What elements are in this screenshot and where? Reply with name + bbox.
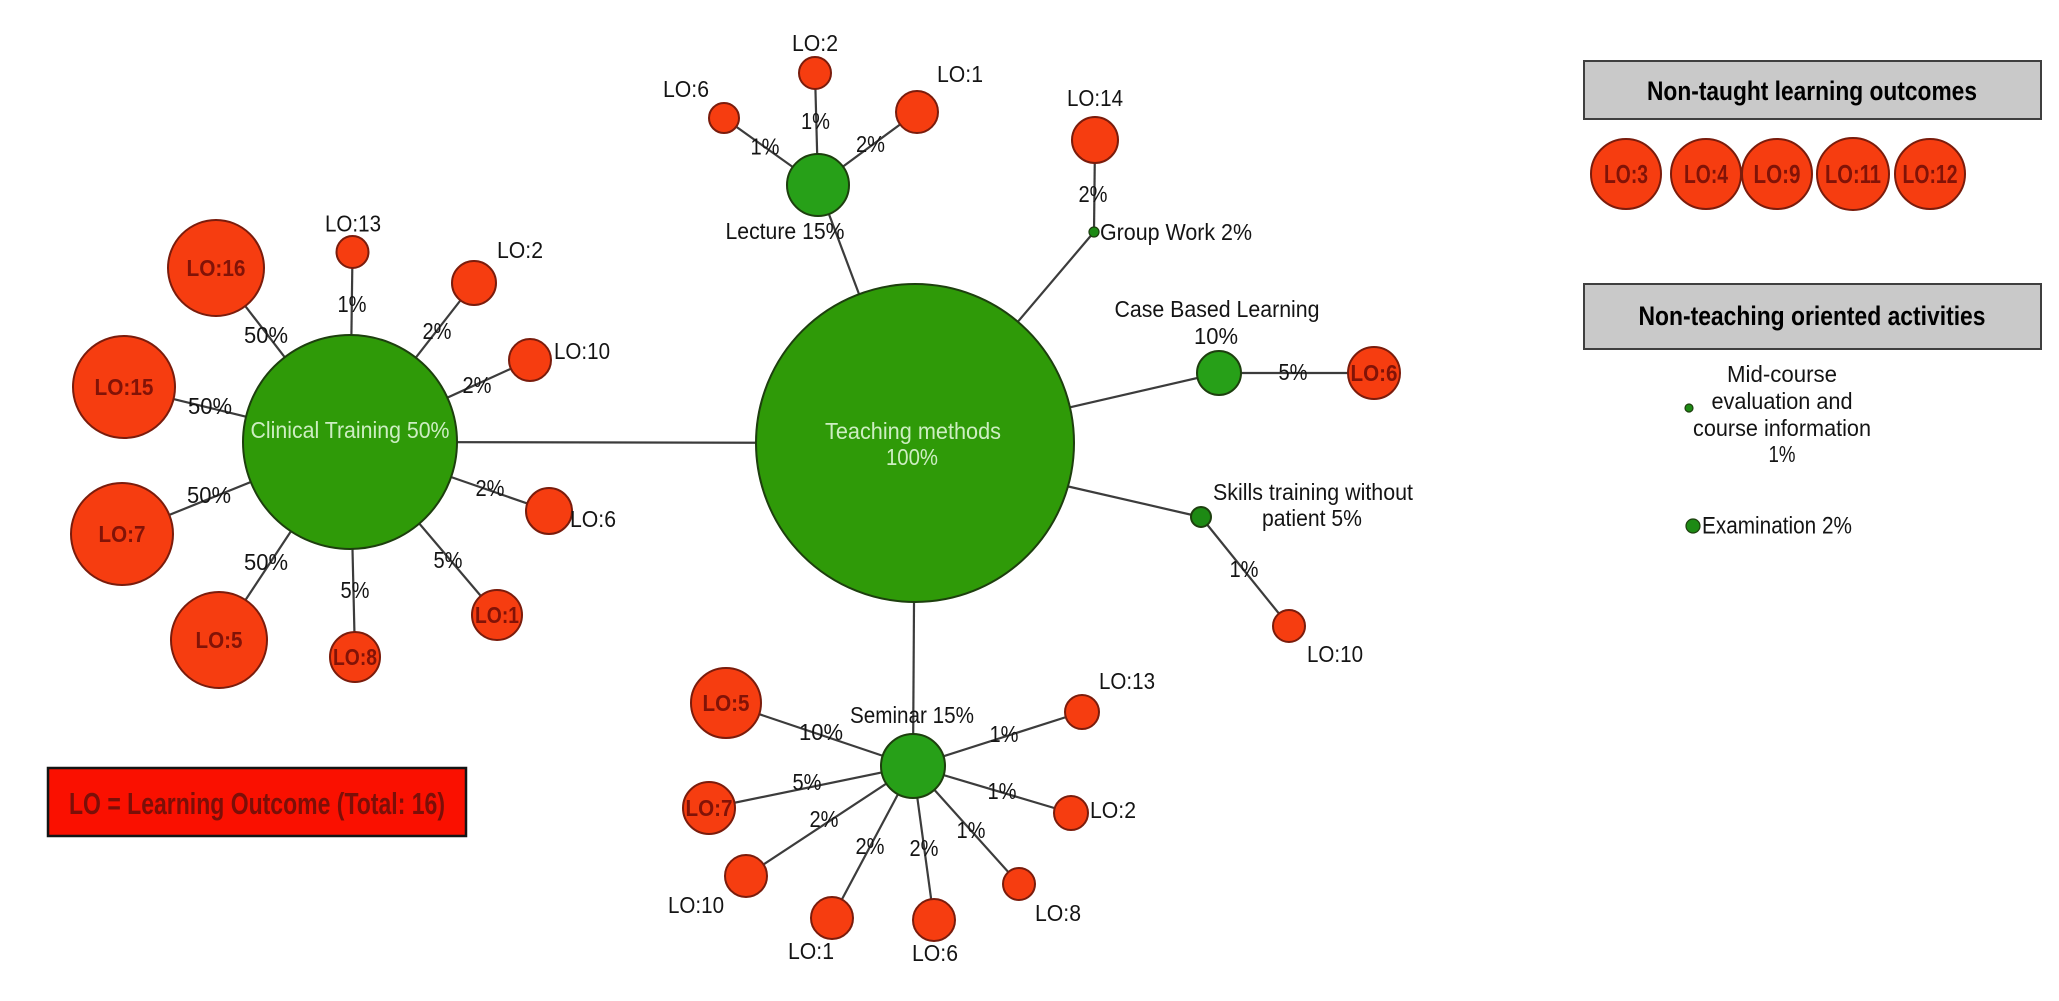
svg-text:Teaching methods: Teaching methods — [825, 418, 1001, 444]
svg-text:LO:6: LO:6 — [912, 940, 958, 966]
svg-text:LO:8: LO:8 — [1035, 900, 1081, 926]
svg-text:2%: 2% — [463, 372, 492, 398]
svg-text:LO:13: LO:13 — [1099, 668, 1155, 694]
svg-text:LO:6: LO:6 — [663, 76, 709, 102]
svg-text:LO:6: LO:6 — [570, 506, 616, 532]
svg-text:LO:11: LO:11 — [1825, 159, 1881, 189]
svg-text:5%: 5% — [1279, 359, 1308, 385]
svg-text:2%: 2% — [810, 806, 839, 832]
svg-text:2%: 2% — [423, 318, 452, 344]
svg-text:Non-taught learning outcomes: Non-taught learning outcomes — [1647, 76, 1977, 106]
svg-text:patient 5%: patient 5% — [1262, 505, 1362, 531]
svg-text:LO:1: LO:1 — [475, 602, 519, 628]
svg-text:Lecture 15%: Lecture 15% — [726, 218, 845, 244]
svg-text:LO = Learning Outcome (Total:: LO = Learning Outcome (Total: 16) — [69, 786, 445, 821]
svg-text:Clinical Training 50%: Clinical Training 50% — [251, 417, 450, 443]
svg-text:100%: 100% — [886, 444, 938, 470]
svg-text:course information: course information — [1693, 415, 1871, 441]
svg-text:Group Work 2%: Group Work 2% — [1100, 219, 1252, 245]
svg-text:LO:13: LO:13 — [325, 211, 381, 237]
svg-text:50%: 50% — [188, 393, 232, 419]
svg-text:1%: 1% — [801, 108, 830, 134]
svg-text:10%: 10% — [799, 719, 843, 745]
svg-text:LO:8: LO:8 — [333, 644, 377, 670]
svg-text:5%: 5% — [793, 769, 822, 795]
svg-text:50%: 50% — [187, 482, 231, 508]
svg-text:LO:10: LO:10 — [1307, 641, 1363, 667]
svg-text:LO:14: LO:14 — [1067, 85, 1123, 111]
svg-text:LO:16: LO:16 — [187, 255, 246, 281]
svg-text:LO:6: LO:6 — [1351, 360, 1398, 386]
svg-text:50%: 50% — [244, 322, 288, 348]
svg-text:5%: 5% — [341, 577, 370, 603]
svg-text:1%: 1% — [1769, 441, 1796, 467]
svg-text:2%: 2% — [910, 835, 939, 861]
svg-text:Non-teaching oriented activiti: Non-teaching oriented activities — [1639, 301, 1986, 331]
svg-text:LO:12: LO:12 — [1903, 159, 1958, 189]
svg-text:Mid-course: Mid-course — [1727, 361, 1837, 387]
svg-text:evaluation and: evaluation and — [1712, 388, 1853, 414]
svg-text:LO:7: LO:7 — [686, 795, 733, 821]
svg-text:1%: 1% — [1230, 556, 1259, 582]
svg-text:Skills training without: Skills training without — [1213, 479, 1414, 505]
svg-text:Seminar 15%: Seminar 15% — [850, 702, 974, 728]
svg-text:5%: 5% — [434, 547, 463, 573]
svg-text:1%: 1% — [988, 778, 1017, 804]
svg-text:LO:1: LO:1 — [788, 938, 834, 964]
svg-text:2%: 2% — [856, 833, 885, 859]
svg-text:1%: 1% — [957, 817, 986, 843]
svg-text:LO:5: LO:5 — [703, 690, 750, 716]
svg-text:LO:5: LO:5 — [196, 627, 243, 653]
svg-text:LO:4: LO:4 — [1684, 159, 1728, 189]
svg-text:LO:2: LO:2 — [1090, 797, 1136, 823]
svg-text:LO:10: LO:10 — [554, 338, 610, 364]
svg-text:Examination 2%: Examination 2% — [1702, 513, 1852, 540]
svg-text:Case Based Learning: Case Based Learning — [1115, 296, 1320, 322]
svg-text:LO:15: LO:15 — [95, 374, 154, 400]
svg-text:LO:2: LO:2 — [792, 30, 838, 56]
svg-text:2%: 2% — [1079, 181, 1108, 207]
svg-text:LO:7: LO:7 — [99, 521, 146, 547]
svg-text:LO:2: LO:2 — [497, 237, 543, 263]
svg-text:LO:10: LO:10 — [668, 892, 724, 918]
svg-text:LO:1: LO:1 — [937, 61, 983, 87]
svg-text:10%: 10% — [1194, 323, 1238, 349]
svg-text:1%: 1% — [751, 134, 780, 160]
svg-text:LO:3: LO:3 — [1604, 159, 1648, 189]
svg-text:1%: 1% — [338, 291, 367, 317]
svg-text:LO:9: LO:9 — [1754, 159, 1801, 189]
svg-text:2%: 2% — [476, 475, 505, 501]
svg-text:50%: 50% — [244, 549, 288, 575]
svg-text:2%: 2% — [856, 131, 885, 157]
svg-text:1%: 1% — [990, 721, 1019, 747]
